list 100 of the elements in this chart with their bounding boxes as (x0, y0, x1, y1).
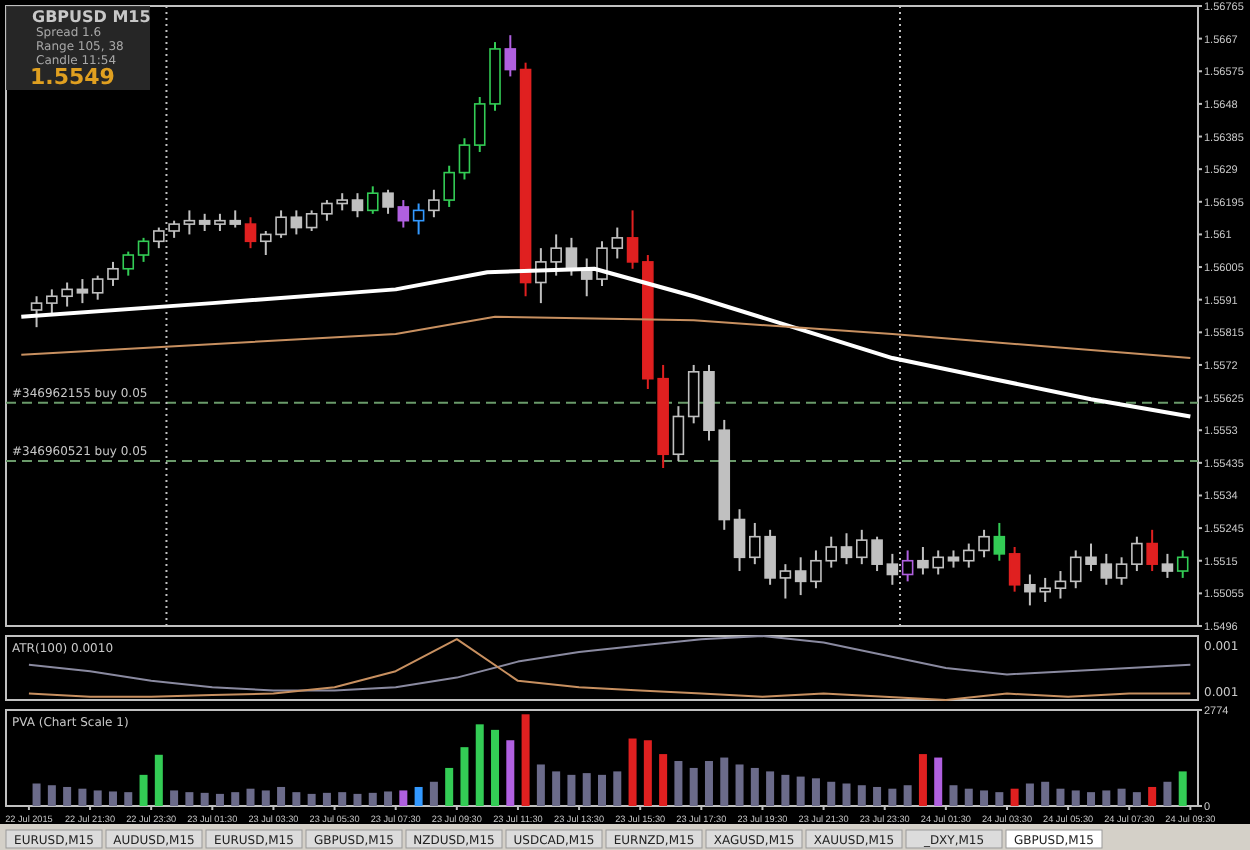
candlestick (366, 185, 379, 215)
bar (353, 793, 362, 806)
bar (384, 791, 393, 806)
bar (1087, 792, 1096, 806)
bar (139, 774, 148, 806)
bar (704, 761, 713, 806)
bar (1132, 792, 1141, 806)
bar (567, 774, 576, 806)
candlestick (840, 532, 853, 566)
candlestick (794, 556, 807, 597)
bar (93, 790, 102, 806)
bar (1117, 788, 1126, 806)
bar (1041, 781, 1050, 806)
bar (1102, 790, 1111, 806)
bar (934, 757, 943, 806)
bar (674, 761, 683, 806)
bar (536, 764, 545, 806)
bar (628, 738, 637, 806)
candlestick (1131, 535, 1143, 573)
bar (78, 788, 87, 806)
bar (1163, 781, 1172, 806)
candlestick (1176, 549, 1189, 579)
bar (261, 790, 270, 806)
candlestick (1161, 552, 1174, 579)
candlestick (993, 521, 1006, 562)
bar (659, 754, 668, 806)
candlestick (137, 236, 150, 263)
candlestick (504, 34, 517, 78)
bar (277, 786, 286, 806)
candlestick (733, 508, 746, 573)
bar (1025, 783, 1034, 806)
bar (322, 792, 331, 806)
bar (63, 786, 72, 806)
bar (552, 771, 561, 806)
bar (368, 792, 377, 806)
candlestick (351, 192, 364, 219)
candlestick (397, 199, 410, 229)
bar (857, 785, 866, 806)
bar (445, 767, 454, 806)
bar (735, 764, 744, 806)
bar (811, 778, 820, 806)
bar (399, 790, 408, 806)
bar (1056, 788, 1065, 806)
candlestick (672, 405, 685, 463)
bar (47, 785, 56, 806)
bar (215, 793, 224, 806)
candlestick (183, 209, 196, 236)
bar (292, 792, 301, 806)
bar (750, 767, 759, 806)
bar (720, 757, 729, 806)
bar (980, 790, 989, 806)
candlestick (244, 216, 257, 250)
candlestick (687, 363, 700, 425)
bar (888, 788, 897, 806)
bar (995, 792, 1004, 806)
candlestick (779, 563, 792, 600)
candlestick (305, 209, 318, 232)
candlestick (1008, 546, 1021, 593)
bar (475, 724, 484, 806)
bar (32, 783, 41, 806)
bar (1178, 771, 1187, 806)
bar (1071, 790, 1080, 806)
bar (108, 791, 117, 806)
bar (170, 790, 179, 806)
candlestick (1100, 552, 1113, 586)
candlestick (382, 188, 394, 215)
candlestick (1054, 570, 1067, 600)
bar (827, 781, 836, 806)
candlestick (290, 209, 303, 236)
candlestick (76, 278, 89, 305)
bar (154, 754, 163, 806)
candlestick (1115, 556, 1128, 586)
candlestick (901, 549, 914, 583)
bar (766, 771, 775, 806)
bar (307, 793, 316, 806)
bar (429, 781, 438, 806)
bar (200, 792, 209, 806)
bar (582, 773, 591, 806)
bar (506, 740, 515, 806)
bar (124, 792, 133, 806)
candlestick (1146, 528, 1158, 573)
candlestick (458, 137, 471, 181)
bar (338, 792, 347, 806)
bar (491, 729, 500, 806)
bar (598, 774, 606, 806)
annotation: GBPUSD M15 (32, 8, 152, 26)
bar (414, 786, 423, 806)
bar (1148, 786, 1157, 806)
bar (1010, 788, 1019, 806)
candlestick (91, 274, 104, 301)
line-series (20, 315, 1192, 360)
bar (842, 783, 851, 806)
bar (231, 792, 240, 806)
bar (781, 774, 790, 806)
bar (460, 747, 469, 806)
bar (643, 740, 652, 806)
bar (246, 788, 255, 806)
bar (521, 714, 530, 806)
bar (185, 792, 194, 806)
candlestick (626, 209, 639, 270)
